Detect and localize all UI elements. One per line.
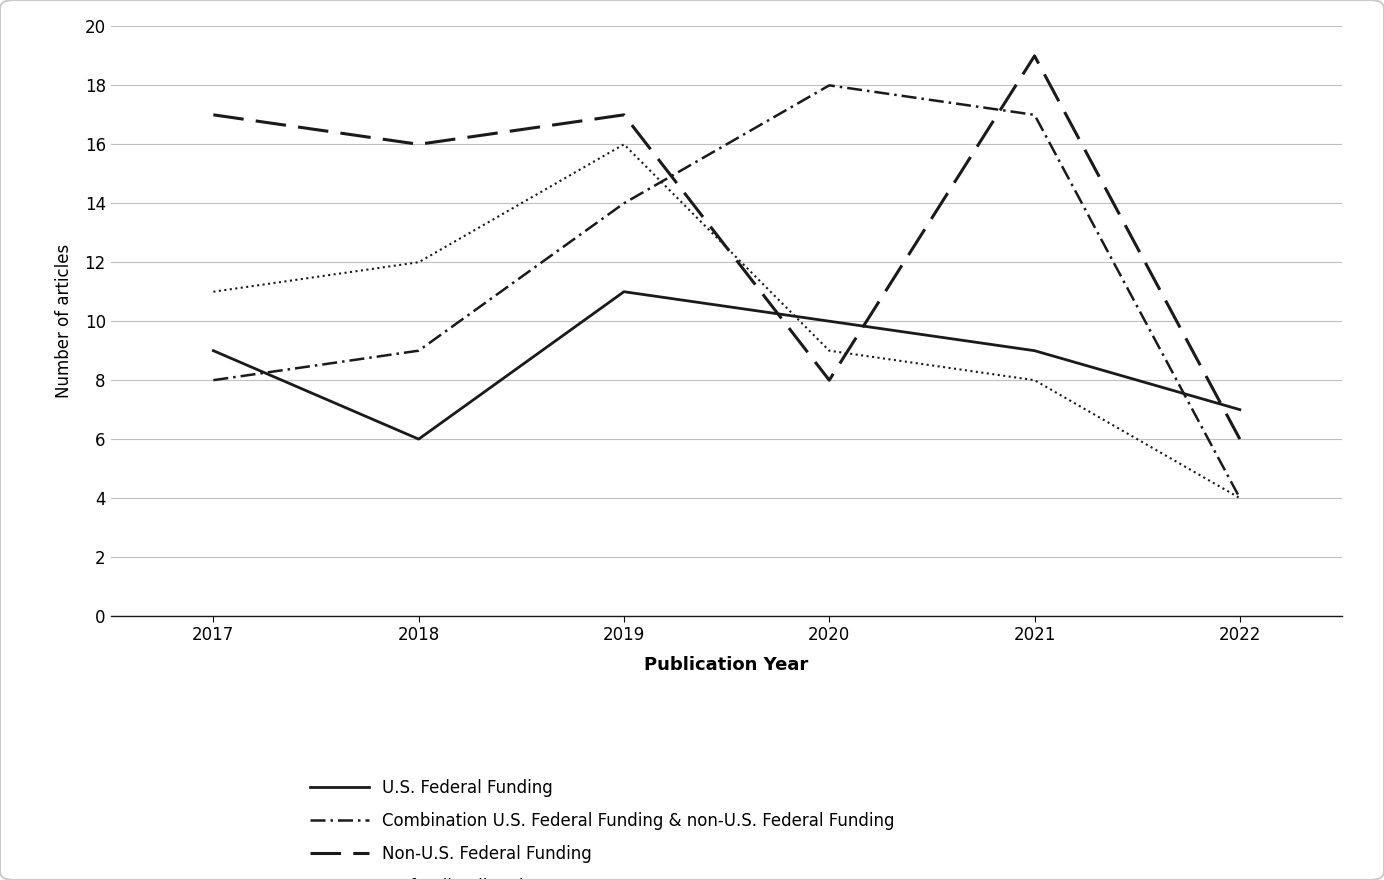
X-axis label: Publication Year: Publication Year [645,656,808,673]
Legend: U.S. Federal Funding, Combination U.S. Federal Funding & non-U.S. Federal Fundin: U.S. Federal Funding, Combination U.S. F… [304,772,901,880]
Y-axis label: Number of articles: Number of articles [55,244,73,399]
